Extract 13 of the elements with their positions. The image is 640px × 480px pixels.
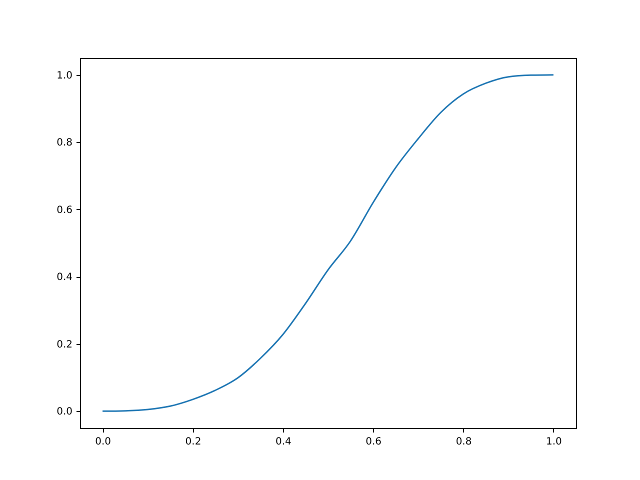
x-tick-label: 0.8 [456,436,472,448]
x-tick-label: 0.2 [185,436,202,448]
y-tick-label: 0.4 [56,272,72,284]
y-tick-label: 1.0 [56,70,72,82]
x-tick-label: 0.4 [275,436,292,448]
x-tick-label: 0.6 [366,436,382,448]
y-tick-label: 0.8 [56,138,72,149]
y-tick-label: 0.2 [56,339,72,350]
x-tick-label: 0.0 [95,436,111,448]
y-tick-label: 0.6 [56,204,72,216]
x-tick-label: 1.0 [546,436,562,448]
line-series [102,74,554,412]
y-tick-label: 0.0 [56,406,72,418]
